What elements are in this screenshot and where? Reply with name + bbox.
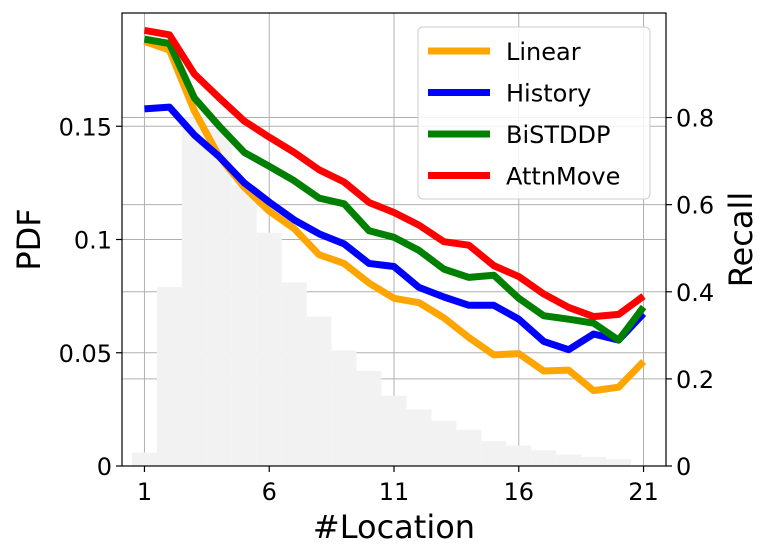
histogram-bar [456,429,482,466]
histogram-bar [481,441,507,466]
legend-box [417,26,651,200]
left-y-tick-label: 0.05 [59,340,112,368]
histogram-bar [581,456,607,466]
legend-label-linear: Linear [506,38,581,66]
series-line-bistddp [143,35,647,344]
histogram-bar [431,420,457,466]
right-y-axis-title: Recall [722,192,760,287]
histogram-bar [256,232,282,466]
histogram-bar [231,185,257,466]
right-y-tick-label: 0.8 [676,105,714,133]
x-axis: 1 6 11 16 21 [137,466,659,506]
right-y-axis: 0 0.2 0.4 0.6 0.8 [666,105,714,481]
histogram-bar [281,282,307,466]
x-tick-label: 16 [503,478,534,506]
left-y-axis: 0 0.05 0.1 0.15 [59,113,122,481]
histogram-bar [606,459,632,466]
series-line-history [144,103,647,354]
right-y-tick-label: 0 [676,453,691,481]
series-lines [143,26,647,395]
x-tick-label: 21 [628,478,659,506]
histogram-bar [306,316,332,466]
right-y-tick-label: 0.6 [676,192,714,220]
histogram-bar [556,454,582,466]
legend-label-bistddp: BiSTDDP [506,121,610,149]
x-tick-label: 6 [262,478,277,506]
histogram-bar [131,452,157,466]
x-tick-label: 1 [137,478,152,506]
histogram [131,117,632,466]
right-y-tick-label: 0.2 [676,366,714,394]
right-y-tick-label: 0.4 [676,279,714,307]
histogram-bar [381,395,407,466]
histogram-bar [406,409,432,466]
histogram-bar [331,350,357,466]
x-tick-label: 11 [379,478,410,506]
left-y-axis-title: PDF [10,208,48,270]
legend-label-history: History [506,80,591,108]
legend-label-attnmove: AttnMove [506,163,620,191]
left-y-tick-label: 0 [97,453,112,481]
series-line-attnmove [143,26,646,321]
histogram-bar [206,128,232,466]
histogram-bar [356,370,382,466]
legend: Linear History BiSTDDP AttnMove [417,26,651,200]
histogram-bar [531,450,557,466]
left-y-tick-label: 0.15 [59,113,112,141]
left-y-tick-label: 0.1 [74,227,112,255]
x-axis-title: #Location [313,508,475,546]
histogram-bar [156,287,182,466]
histogram-bar [181,117,207,466]
histogram-bar [506,445,532,466]
